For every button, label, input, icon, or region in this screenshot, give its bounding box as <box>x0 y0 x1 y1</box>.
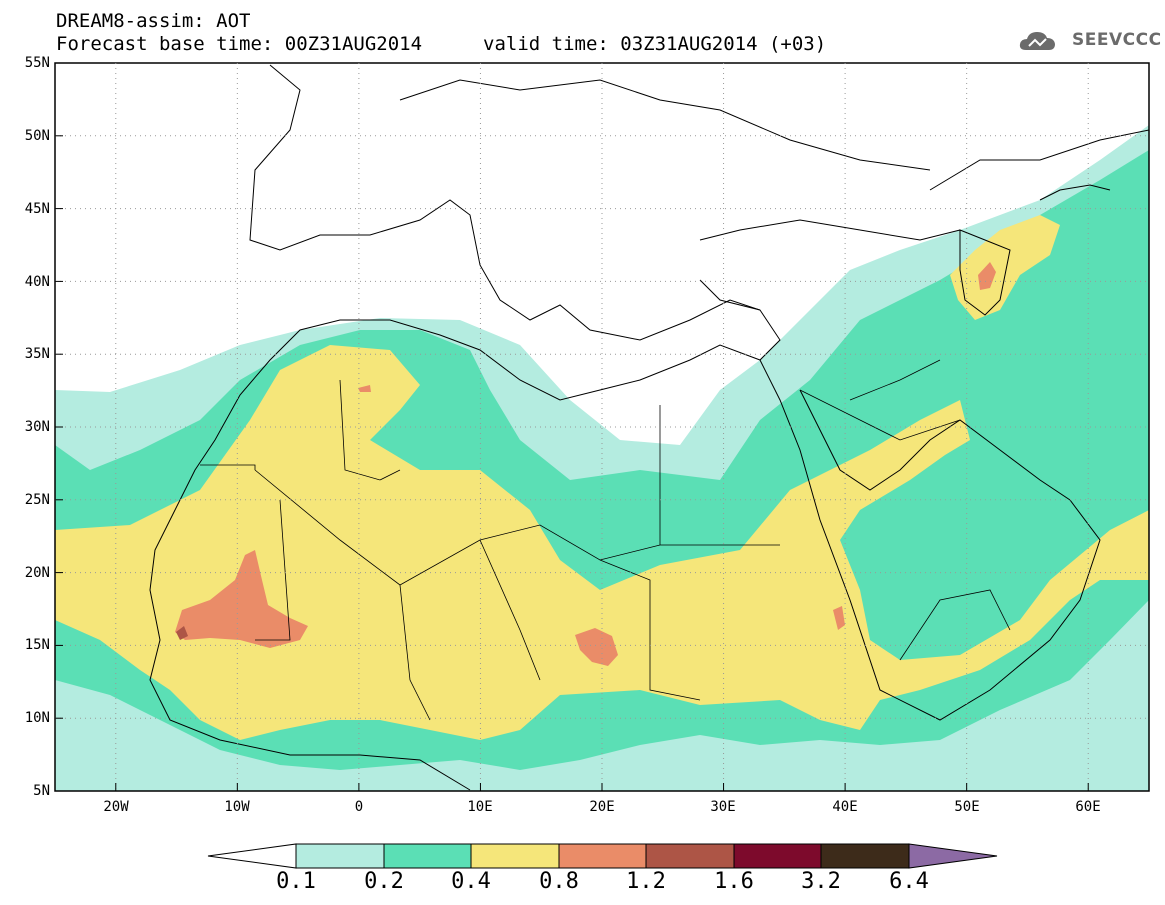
lat-label: 15N <box>24 637 50 653</box>
colorbar-label: 3.2 <box>801 869 841 894</box>
valid-time: valid time: 03Z31AUG2014 (+03) <box>483 33 827 55</box>
lon-label: 10E <box>467 799 493 815</box>
logo-text: SEEVCCC <box>1072 30 1162 50</box>
aot-band-0.4-caspian <box>950 215 1060 320</box>
lon-label: 10W <box>224 799 250 815</box>
colorbar-label: 0.8 <box>539 869 579 894</box>
lon-label: 40E <box>832 799 858 815</box>
colorbar-label: 0.4 <box>451 869 491 894</box>
lat-label: 20N <box>24 565 50 581</box>
lon-label: 60E <box>1075 799 1101 815</box>
colorbar-label: 0.1 <box>276 869 316 894</box>
lon-label: 20E <box>589 799 615 815</box>
colorbar-above-arrow <box>908 843 998 869</box>
aot-band-1.2 <box>176 626 188 640</box>
lat-label: 25N <box>24 492 50 508</box>
lat-label: 55N <box>24 55 50 71</box>
colorbar-label: 6.4 <box>889 869 929 894</box>
colorbar-label: 0.2 <box>364 869 404 894</box>
lat-label: 10N <box>24 710 50 726</box>
lon-label: 50E <box>954 799 980 815</box>
cloud-logo-icon <box>1019 32 1055 50</box>
aot-band-0.8-algeria <box>358 385 371 392</box>
lat-label: 35N <box>24 346 50 362</box>
colorbar-box-7 <box>820 843 910 869</box>
lon-label: 20W <box>103 799 129 815</box>
map-title: DREAM8-assim: AOT <box>56 10 251 32</box>
forecast-base-time: Forecast base time: 00Z31AUG2014 <box>56 33 423 55</box>
colorbar-box-3 <box>470 843 560 869</box>
colorbar-label: 1.2 <box>626 869 666 894</box>
aot-band-0.8-ethiopia <box>833 606 845 630</box>
colorbar-label: 1.6 <box>714 869 754 894</box>
aot-band-0.8-west <box>175 550 308 648</box>
lat-label: 45N <box>24 201 50 217</box>
lat-label: 40N <box>24 274 50 290</box>
lon-label: 0 <box>354 799 364 815</box>
coastlines <box>149 64 1149 791</box>
lat-label: 5N <box>33 783 50 799</box>
lat-label: 50N <box>24 128 50 144</box>
colorbar-box-1 <box>295 843 385 869</box>
lat-label: 30N <box>24 419 50 435</box>
aot-band-0.8-caspian <box>978 262 996 290</box>
country-borders <box>200 359 1011 721</box>
aot-band-0.4 <box>55 345 1149 740</box>
aot-band-0.8-chad <box>575 628 618 666</box>
colorbar-below-arrow <box>207 843 297 869</box>
lon-label: 30E <box>710 799 736 815</box>
axis-ticks <box>55 62 1089 792</box>
colorbar-box-5 <box>645 843 735 869</box>
colorbar <box>207 843 998 869</box>
colorbar-box-6 <box>733 843 822 869</box>
colorbar-box-2 <box>383 843 472 869</box>
colorbar-box-4 <box>558 843 647 869</box>
